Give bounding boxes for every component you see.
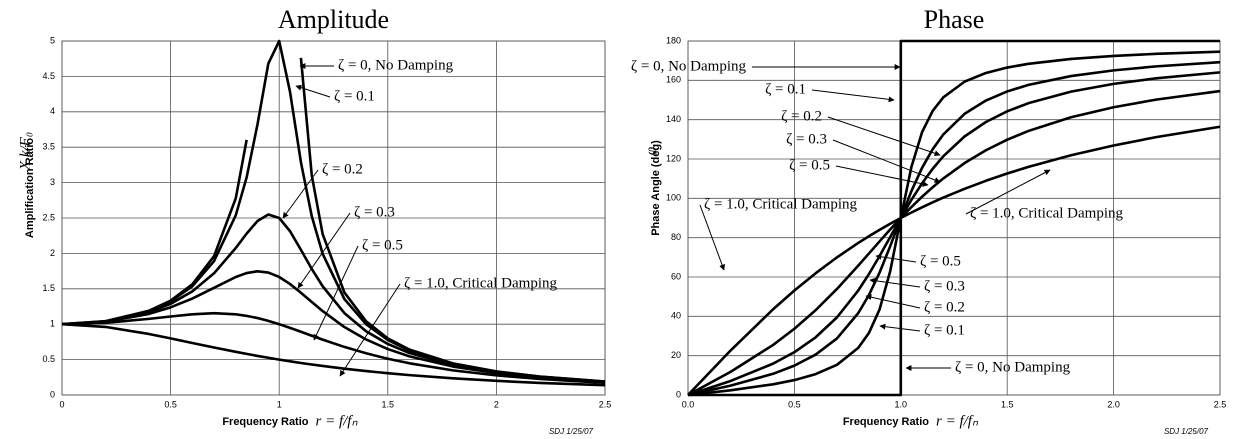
series-line (61, 270, 606, 384)
y-tick-label: 2 (50, 248, 55, 258)
x-tick-label: 0.0 (682, 399, 695, 409)
y-axis-math: φ (643, 147, 659, 155)
annotation-arrow (832, 139, 941, 183)
y-tick-label: 2.5 (42, 212, 55, 222)
series-line (61, 213, 606, 384)
annotation: ζ = 0.3 (354, 204, 395, 220)
annotation: ζ = 1.0, Critical Damping (404, 275, 557, 291)
x-tick-label: 1 (277, 399, 282, 409)
series-line (687, 60, 1221, 397)
annotation: ζ = 0.1 (765, 81, 806, 97)
y-tick-label: 80 (671, 232, 681, 242)
annotation: ζ = 0.2 (322, 161, 363, 177)
series-line (687, 50, 1221, 397)
annotation-arrow (879, 323, 921, 332)
chart-panel: Amplitude 0 0.5 1 1.5 2 2.5 3 3.5 4 4.5 5 0 0.5 1 1.5 2 2… (17, 5, 611, 436)
annotation-arrow (835, 165, 929, 187)
y-tick-label: 3.5 (42, 142, 55, 152)
series-line (61, 39, 606, 383)
signature: SDJ 1/25/07 (549, 427, 594, 436)
annotation-arrow (297, 212, 351, 289)
x-tick-label: 1.0 (895, 399, 908, 409)
y-tick-label: 5 (50, 35, 55, 45)
x-tick-label: 0.5 (164, 399, 177, 409)
annotation-arrow (699, 204, 725, 271)
x-tick-label: 2.5 (599, 399, 612, 409)
annotation-arrow (811, 89, 895, 103)
annotation-arrow (339, 283, 401, 377)
y-tick-label: 60 (671, 271, 681, 281)
annotation-arrow (875, 253, 917, 263)
chart-panel: Phase 0 20 40 60 80 100 120 140 160 180 0.0 0.5 1.0 1.… (631, 5, 1226, 436)
x-axis-label: Frequency Ratio (843, 416, 929, 428)
annotation-arrow (282, 169, 319, 219)
x-tick-label: 2.5 (1214, 399, 1227, 409)
annotation-arrow (295, 84, 331, 98)
annotation: ζ = 0, No Damping (338, 57, 454, 73)
annotation: ζ = 0.1 (924, 322, 965, 338)
y-axis-label: Amplification Ratio (24, 138, 36, 239)
y-tick-label: 180 (666, 35, 681, 45)
y-tick-label: 1.5 (42, 283, 55, 293)
x-axis-math: r = f/fₙ (936, 413, 979, 429)
annotation: ζ = 0.2 (781, 108, 822, 124)
y-tick-label: 20 (671, 350, 681, 360)
annotation: ζ = 0, No Damping (955, 359, 1071, 375)
annotation-arrow (869, 277, 921, 288)
y-tick-label: 100 (666, 193, 681, 203)
chart-title: Phase (924, 5, 985, 34)
x-tick-label: 1.5 (382, 399, 395, 409)
annotation: ζ = 0.5 (362, 237, 403, 253)
annotation: ζ = 0.3 (924, 278, 965, 294)
y-tick-label: 40 (671, 311, 681, 321)
x-axis-math: r = f/fₙ (316, 413, 359, 429)
series-line (61, 322, 606, 387)
annotation-arrow (827, 116, 941, 157)
series-line (687, 89, 1221, 397)
annotation-arrow (313, 245, 359, 341)
y-tick-label: 0.5 (42, 354, 55, 364)
annotation-arrow (865, 294, 921, 309)
y-tick-label: 0 (50, 389, 55, 399)
annotation: ζ = 0.3 (786, 131, 827, 147)
x-tick-label: 2.0 (1107, 399, 1120, 409)
signature: SDJ 1/25/07 (1164, 427, 1209, 436)
annotation: ζ = 0.5 (789, 157, 830, 173)
y-tick-label: 4 (50, 106, 55, 116)
series-line (61, 311, 606, 385)
y-tick-label: 4.5 (42, 71, 55, 81)
annotation: ζ = 0, No Damping (631, 58, 747, 74)
y-tick-label: 120 (666, 153, 681, 163)
y-tick-label: 160 (666, 75, 681, 85)
annotation: ζ = 1.0, Critical Damping (704, 196, 857, 212)
annotation: ζ = 0.2 (924, 299, 965, 315)
annotation: ζ = 0.5 (920, 253, 961, 269)
annotation: ζ = 0.1 (334, 88, 375, 104)
x-tick-label: 2 (494, 399, 499, 409)
annotation-arrow (965, 169, 1051, 215)
series-line (687, 71, 1221, 397)
series-line (687, 125, 1221, 396)
x-tick-label: 0.5 (788, 399, 801, 409)
y-tick-label: 0 (676, 389, 681, 399)
chart-title: Amplitude (278, 5, 389, 34)
annotation: ζ = 1.0, Critical Damping (970, 205, 1123, 221)
y-axis-math: X k/F₀ (17, 132, 33, 171)
y-axis-label: Phase Angle (deg) (650, 140, 662, 236)
plot-area (687, 40, 1221, 396)
x-tick-label: 1.5 (1001, 399, 1014, 409)
x-axis-label: Frequency Ratio (222, 416, 308, 428)
y-tick-label: 140 (666, 114, 681, 124)
y-tick-label: 1 (50, 319, 55, 329)
y-tick-label: 3 (50, 177, 55, 187)
x-tick-label: 0 (59, 399, 64, 409)
